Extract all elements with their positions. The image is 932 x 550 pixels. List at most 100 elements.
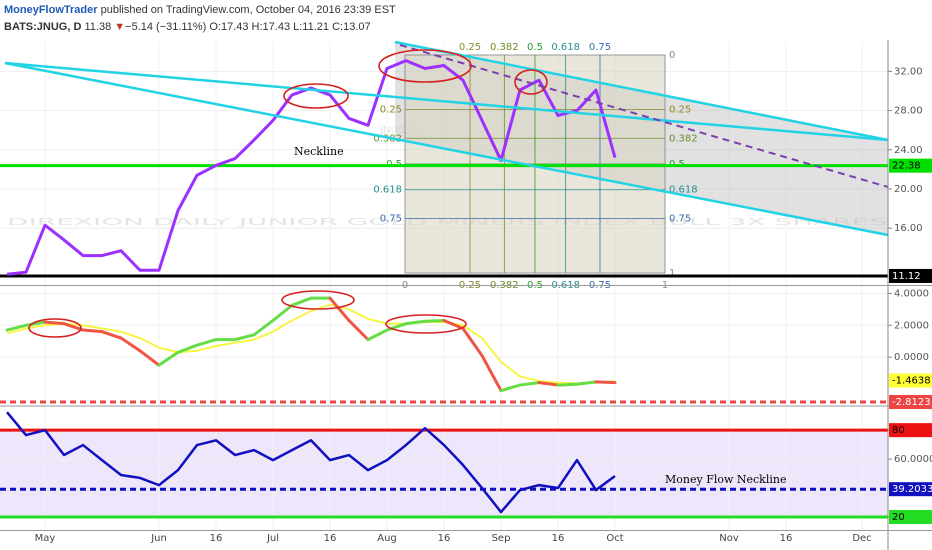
fib-label: 0.75 [669,214,691,225]
oscillator-segment [271,303,294,322]
fib-label: 0 [669,50,675,61]
highlights [28,49,548,338]
value-tag [889,482,932,497]
oscillator-segment [5,323,28,332]
x-tick-label: 16 [324,533,337,544]
y-tick-label: 0.0000 [894,352,929,363]
y-tick-label: 60.0000 [894,454,932,465]
highlight [385,314,467,334]
data-layer [0,59,888,519]
y-tick-label: 24.00 [894,145,923,156]
axis-layer: 16.00 20.00 24.00 28.00 32.00 22.38 11.12 Neckl… [0,40,932,550]
oscillator-segment [100,330,123,340]
value-tag [889,268,932,283]
value-tag-label: 20 [892,512,905,523]
oscillator-segment [119,336,142,353]
oscillator-segment [499,383,522,393]
oscillator-segment [24,320,47,327]
x-tick-label: 16 [438,533,451,544]
last: 11.38 [84,21,112,33]
highlight [28,318,82,338]
annotation-box [292,144,338,160]
arrow: ▼ [114,21,126,33]
oscillator-segment [290,296,313,307]
header-line: BATS:JNUG, D 11.38 ▼−5.14 (−31.11%) O:17… [4,19,396,36]
oscillator-segment [195,338,218,347]
oscillator-segment [442,318,465,330]
fib-label: 0.382 [490,42,519,53]
oscillator-segment [461,326,484,358]
channel-lower [4,61,889,237]
oscillator-segment [157,350,180,367]
value-tag-label: 22.38 [892,161,921,172]
x-tick-label: Oct [606,533,623,544]
oscillator-segment [138,349,161,367]
oscillator-segment [537,381,560,387]
fib-label: 0.618 [551,42,580,53]
value-tag-label: 11.12 [892,271,921,282]
fib-label: 0.618 [669,185,698,196]
x-tick-label: Nov [719,533,739,544]
value-tag [889,423,932,438]
x-tick-label: 16 [780,533,793,544]
oscillator-segment [43,320,66,326]
series-line [6,59,617,276]
fib-label: 0.5 [527,42,543,53]
highlight [378,49,472,83]
oscillator-segment [347,318,370,342]
x-tick-label: 16 [210,533,223,544]
published: published on TradingView.com, October 04… [100,4,396,16]
value-tag [889,158,932,173]
oscillator-segment [556,382,579,387]
value-tag-label: 80 [892,425,905,436]
x-tick-label: Dec [852,533,871,544]
value-tag [889,395,932,410]
oscillator-segment [252,318,275,337]
signal-line [6,303,616,385]
watermark: JNUG, D [379,125,420,136]
x-tick-label: Aug [377,533,397,544]
highlight [281,290,355,310]
fib-label: 1 [669,268,675,279]
oscillator-segment [62,322,85,332]
channel-upper [394,40,889,142]
oscillator-segment [480,354,503,393]
oscillator-segment [423,318,446,323]
value-tag-label: -2.8123 [892,397,931,408]
x-tick-label: Jun [150,533,167,544]
value-tag-label: 39.2033 [892,484,932,495]
oscillator-segment [328,296,351,322]
y-tick-label: 28.00 [894,106,923,117]
fib-label: 0.75 [380,214,402,225]
channel-upper-left [4,61,889,142]
header-line: MoneyFlowTrader published on TradingView… [4,2,396,19]
x-tick-label: Jul [266,533,279,544]
series-line [6,411,616,514]
x-tick-label: 16 [552,533,565,544]
oscillator-segment [176,343,199,354]
fib-label: 0.25 [380,105,402,116]
symbol: BATS:JNUG, D [4,21,82,33]
annotation: Neckline [294,145,344,158]
ohlc: O:17.43 H:17.43 L:11.21 C:13.07 [209,21,371,33]
oscillator-segment [385,322,408,332]
oscillator-segment [233,333,256,342]
fib-label: 0.75 [589,42,611,53]
x-tick-label: Sep [492,533,511,544]
fib-label: 0.25 [459,42,481,53]
oscillator-segment [518,381,541,387]
x-tick-label: May [35,533,56,544]
oscillator-segment [404,319,427,326]
fib-label: 0.618 [373,185,402,196]
y-tick-label: 16.00 [894,223,923,234]
annotation: Money Flow Neckline [665,473,786,486]
y-tick-label: 4.0000 [894,288,929,299]
oscillator-segment [81,328,104,334]
oscillator-segment [594,380,617,385]
oscillator-segment [366,328,389,342]
channel-mid [399,44,889,188]
fib-label: 0.382 [669,133,698,144]
y-tick-label: 2.0000 [894,320,929,331]
